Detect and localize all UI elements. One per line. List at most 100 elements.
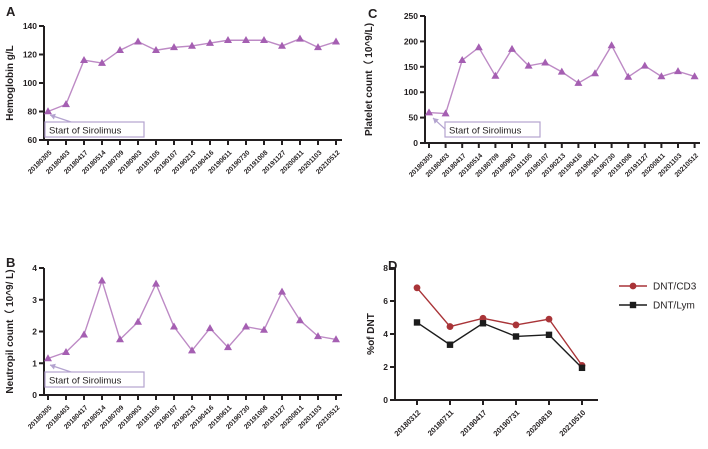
y-tick-label: 4 bbox=[32, 263, 37, 273]
data-point bbox=[260, 36, 268, 44]
legend-marker-dnt-cd3 bbox=[629, 282, 637, 290]
data-point bbox=[224, 343, 232, 351]
data-point bbox=[557, 67, 566, 75]
data-point bbox=[296, 34, 304, 42]
data-point bbox=[170, 43, 178, 51]
y-tick-label: 2 bbox=[32, 327, 37, 337]
data-point bbox=[578, 364, 586, 372]
y-tick-label: 150 bbox=[404, 62, 418, 72]
data-point bbox=[134, 37, 142, 45]
data-point bbox=[116, 335, 124, 343]
data-point bbox=[80, 330, 88, 338]
data-point bbox=[314, 43, 322, 51]
data-point bbox=[512, 321, 520, 329]
data-point bbox=[170, 322, 178, 330]
series-line-hemoglobin bbox=[47, 38, 337, 113]
y-tick-label: 100 bbox=[404, 87, 418, 97]
y-tick-label: 6 bbox=[383, 296, 388, 306]
data-point bbox=[541, 58, 550, 66]
y-tick-label: 100 bbox=[23, 78, 37, 88]
x-tick-label: 20180711 bbox=[426, 408, 456, 438]
data-point bbox=[413, 284, 421, 292]
annotation-arrowhead bbox=[433, 118, 439, 124]
panel-letter: A bbox=[6, 4, 16, 19]
y-tick-label: 0 bbox=[413, 138, 418, 148]
data-point bbox=[474, 43, 483, 51]
annotation-arrowhead bbox=[50, 363, 56, 370]
series-line-platelet bbox=[428, 44, 695, 115]
annotation-box bbox=[44, 121, 145, 138]
data-point bbox=[574, 78, 583, 86]
data-point bbox=[458, 55, 467, 63]
data-point bbox=[413, 319, 421, 326]
y-tick-label: 8 bbox=[383, 263, 388, 273]
annotation-label: Start of Sirolimus bbox=[449, 126, 522, 137]
y-tick-label: 60 bbox=[28, 135, 38, 145]
y-tick-label: 2 bbox=[383, 362, 388, 372]
data-point bbox=[314, 332, 322, 340]
data-point bbox=[206, 38, 214, 46]
x-tick-label: 20180312 bbox=[392, 408, 422, 438]
x-tick-label: 20200819 bbox=[524, 408, 554, 438]
x-tick-label: 20190731 bbox=[491, 408, 521, 438]
data-point bbox=[524, 61, 533, 69]
y-axis-title: %of DNT bbox=[366, 313, 377, 355]
data-point bbox=[491, 71, 500, 79]
data-point bbox=[44, 354, 52, 362]
x-tick-label: 20190417 bbox=[458, 408, 488, 438]
data-point bbox=[98, 58, 106, 66]
x-tick-label: 20210510 bbox=[557, 408, 587, 438]
panel-letter: B bbox=[6, 255, 15, 270]
data-point bbox=[134, 317, 142, 325]
data-point bbox=[624, 72, 633, 80]
data-point bbox=[446, 341, 454, 348]
legend-label-dnt-lym: DNT/Lym bbox=[653, 301, 695, 312]
data-point bbox=[62, 347, 70, 355]
data-point bbox=[674, 67, 682, 75]
data-point bbox=[116, 46, 124, 54]
data-point bbox=[206, 324, 214, 332]
data-point bbox=[479, 320, 487, 327]
legend-marker-dnt-lym bbox=[629, 301, 637, 309]
y-axis-title: Hemoglobin g/L bbox=[5, 45, 16, 121]
y-tick-label: 200 bbox=[404, 36, 418, 46]
data-point bbox=[425, 108, 433, 116]
data-point bbox=[260, 325, 268, 333]
data-point bbox=[242, 36, 250, 44]
y-tick-label: 50 bbox=[409, 113, 419, 123]
annotation-box bbox=[44, 371, 145, 388]
data-point bbox=[446, 323, 454, 330]
data-point bbox=[591, 69, 599, 77]
annotation-arrowhead bbox=[50, 113, 56, 120]
y-tick-label: 250 bbox=[404, 11, 418, 21]
data-point bbox=[332, 335, 340, 343]
y-tick-label: 3 bbox=[32, 295, 37, 305]
data-point bbox=[441, 109, 450, 117]
data-point bbox=[98, 276, 106, 284]
data-point bbox=[44, 107, 52, 115]
data-point bbox=[278, 41, 286, 49]
data-point bbox=[479, 314, 487, 322]
y-tick-label: 1 bbox=[32, 358, 37, 368]
data-point bbox=[188, 41, 196, 49]
series-line-dnt-cd3 bbox=[416, 287, 583, 366]
panel-d-dnt-chart: D %of DNT 0 2 4 6 8 20180312 20180711 20190417 201… bbox=[366, 258, 697, 438]
data-point bbox=[690, 72, 699, 80]
data-point bbox=[296, 316, 304, 324]
data-point bbox=[278, 287, 286, 295]
y-tick-label: 0 bbox=[383, 395, 388, 405]
y-tick-label: 0 bbox=[32, 390, 37, 400]
data-point bbox=[152, 46, 160, 54]
panel-letter: D bbox=[388, 258, 397, 273]
annotation-box bbox=[444, 121, 541, 138]
data-point bbox=[332, 37, 340, 45]
legend-label-dnt-cd3: DNT/CD3 bbox=[653, 282, 697, 293]
data-point bbox=[188, 346, 196, 354]
data-point bbox=[640, 61, 649, 69]
data-point bbox=[224, 36, 232, 44]
y-tick-label: 4 bbox=[383, 329, 388, 339]
data-point bbox=[607, 41, 616, 49]
